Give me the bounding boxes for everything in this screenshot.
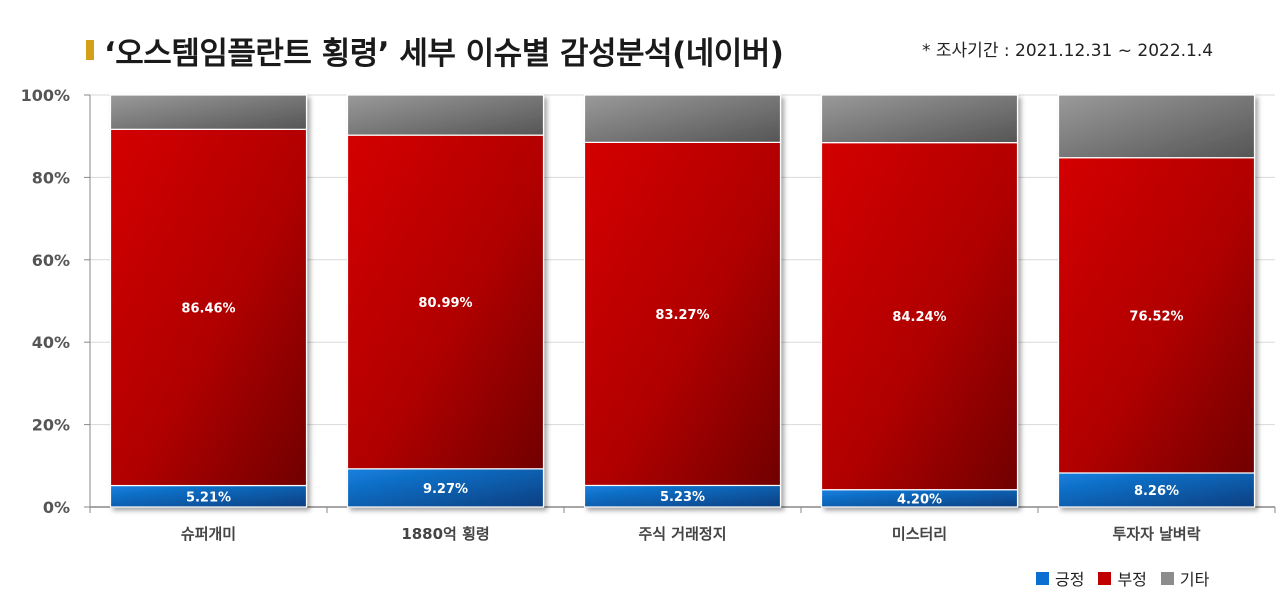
survey-period: * 조사기간 : 2021.12.31 ~ 2022.1.4 — [922, 41, 1214, 61]
label-layer: 5.21% 86.46% 9.27% 80.99% 5.23% 83.27% 4.20% 84… — [181, 296, 1183, 507]
bar-segment-긍정 — [346, 468, 545, 508]
legend-swatch-positive — [1036, 571, 1049, 585]
legend-swatch-negative — [1098, 571, 1112, 585]
bar-segment-부정 — [820, 142, 1019, 491]
legend-label-negative: 부정 — [1117, 570, 1147, 589]
legend-item-other: 기타 — [1160, 566, 1210, 590]
y-tick-label: 100% — [21, 86, 70, 105]
bar-stack-3 — [583, 94, 782, 508]
data-label: 8.26% — [1134, 484, 1179, 499]
bar-segment-기타 — [1057, 94, 1256, 159]
legend-label-other: 기타 — [1179, 570, 1210, 589]
x-category-label: 주식 거래정지 — [638, 525, 726, 543]
y-tick-label: 20% — [32, 416, 70, 435]
bar-layer — [109, 94, 1256, 508]
bar-segment-기타 — [583, 94, 782, 143]
data-label: 84.24% — [892, 310, 946, 325]
x-category-label: 투자자 날벼락 — [1112, 525, 1200, 543]
legend-item-negative: 부정 — [1098, 566, 1147, 590]
data-label: 83.27% — [655, 308, 709, 323]
chart-title: ‘오스템임플란트 횡령’ 세부 이슈별 감성분석(네이버) — [104, 36, 784, 72]
bar-segment-기타 — [820, 94, 1019, 144]
bar-segment-기타 — [109, 94, 308, 130]
bar-stack-5 — [1057, 94, 1256, 508]
data-label: 86.46% — [181, 301, 235, 316]
data-label: 76.52% — [1129, 309, 1183, 324]
data-label: 80.99% — [418, 296, 472, 311]
bar-segment-부정 — [583, 141, 782, 487]
bar-segment-부정 — [1057, 157, 1256, 474]
data-label: 5.23% — [660, 490, 705, 505]
y-tick-label: 60% — [32, 251, 70, 270]
legend: 긍정 부정 기타 — [1036, 566, 1209, 590]
data-label: 5.21% — [186, 490, 231, 505]
bar-stack-4 — [820, 94, 1019, 508]
y-tick-label: 80% — [32, 168, 70, 187]
title-accent-mark — [86, 40, 94, 60]
y-tick-label: 40% — [32, 333, 70, 352]
x-category-label: 미스터리 — [892, 525, 947, 543]
bar-segment-부정 — [109, 128, 308, 487]
bar-stack-1 — [109, 94, 308, 508]
x-category-label: 1880억 횡령 — [401, 525, 489, 543]
bar-segment-기타 — [346, 94, 545, 136]
bar-stack-2 — [346, 94, 545, 508]
x-category-label: 슈퍼개미 — [181, 525, 236, 543]
data-label: 4.20% — [897, 492, 942, 507]
bar-segment-긍정 — [1057, 472, 1256, 508]
y-tick-label: 0% — [43, 498, 70, 517]
legend-item-positive: 긍정 — [1036, 566, 1084, 590]
legend-label-positive: 긍정 — [1055, 570, 1085, 589]
data-label: 9.27% — [423, 482, 468, 497]
legend-swatch-other — [1160, 571, 1174, 585]
bar-segment-부정 — [346, 134, 545, 470]
